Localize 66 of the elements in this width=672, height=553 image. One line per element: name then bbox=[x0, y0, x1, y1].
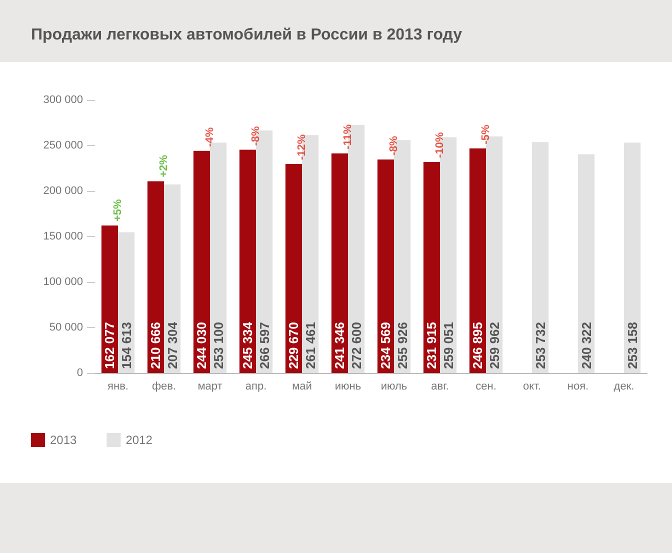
data-label: 234 569 bbox=[378, 322, 394, 369]
x-tick-label: авг. bbox=[431, 380, 449, 392]
data-label: 229 670 bbox=[286, 322, 302, 369]
bar bbox=[285, 164, 302, 373]
x-tick-label: окт. bbox=[523, 380, 541, 392]
annotation: -8% bbox=[388, 136, 400, 156]
data-label: 253 100 bbox=[210, 322, 226, 369]
data-label: 207 304 bbox=[164, 321, 180, 369]
x-tick-label: фев. bbox=[152, 380, 176, 392]
data-label: 246 895 bbox=[470, 322, 486, 369]
data-label: 210 666 bbox=[148, 322, 164, 369]
x-tick-label: дек. bbox=[614, 380, 634, 392]
data-label: 162 077 bbox=[102, 322, 118, 369]
x-tick-label: сен. bbox=[476, 380, 496, 392]
bar bbox=[193, 150, 210, 373]
y-tick-label: 0 bbox=[76, 367, 83, 379]
bar bbox=[118, 232, 135, 373]
y-tick-label: 150 000 bbox=[43, 230, 83, 242]
data-label: 272 600 bbox=[348, 322, 364, 369]
x-tick-label: ноя. bbox=[567, 380, 589, 392]
bar bbox=[331, 153, 348, 373]
x-tick-label: май bbox=[292, 380, 312, 392]
data-label: 231 915 bbox=[424, 322, 440, 369]
data-label: 259 962 bbox=[486, 322, 502, 369]
data-label: 154 613 bbox=[118, 322, 134, 369]
y-tick-label: 100 000 bbox=[43, 276, 83, 288]
data-label: 253 732 bbox=[532, 322, 548, 369]
bar bbox=[578, 154, 595, 373]
data-label: 244 030 bbox=[194, 322, 210, 369]
annotation: -4% bbox=[204, 127, 216, 147]
data-label: 253 158 bbox=[624, 322, 640, 369]
y-tick-label: 250 000 bbox=[43, 140, 83, 152]
data-label: 241 346 bbox=[332, 322, 348, 369]
annotation: +5% bbox=[112, 198, 124, 222]
bar bbox=[147, 181, 164, 373]
bar bbox=[423, 162, 440, 373]
data-label: 240 322 bbox=[578, 322, 594, 369]
chart-title: Продажи легковых автомобилей в России в 2013 году bbox=[31, 26, 462, 44]
annotation: +2% bbox=[158, 154, 170, 178]
x-tick-label: июнь bbox=[334, 380, 362, 392]
data-label: 261 461 bbox=[302, 322, 318, 369]
legend-label: 2012 bbox=[126, 433, 153, 447]
annotation: -8% bbox=[250, 126, 262, 146]
data-label: 245 334 bbox=[240, 321, 256, 369]
bar bbox=[164, 184, 181, 373]
x-tick-label: янв. bbox=[108, 380, 128, 392]
bar bbox=[532, 142, 549, 373]
y-tick-label: 50 000 bbox=[49, 322, 83, 334]
x-tick-label: апр. bbox=[245, 380, 267, 392]
y-tick-label: 300 000 bbox=[43, 94, 83, 106]
data-label: 255 926 bbox=[394, 322, 410, 369]
bar bbox=[377, 160, 394, 373]
annotation: -12% bbox=[296, 134, 308, 160]
data-label: 259 051 bbox=[440, 322, 456, 369]
annotation: -5% bbox=[480, 124, 492, 144]
annotation: -11% bbox=[342, 124, 354, 150]
bar bbox=[239, 150, 256, 373]
x-tick-label: июль bbox=[380, 380, 408, 392]
bar bbox=[624, 142, 641, 373]
x-tick-label: март bbox=[198, 380, 222, 392]
annotation: -10% bbox=[434, 132, 446, 158]
legend-label: 2013 bbox=[50, 433, 78, 447]
bar bbox=[469, 148, 486, 373]
data-label: 266 597 bbox=[256, 322, 272, 369]
y-tick-label: 200 000 bbox=[43, 185, 83, 197]
bar bbox=[101, 226, 118, 373]
